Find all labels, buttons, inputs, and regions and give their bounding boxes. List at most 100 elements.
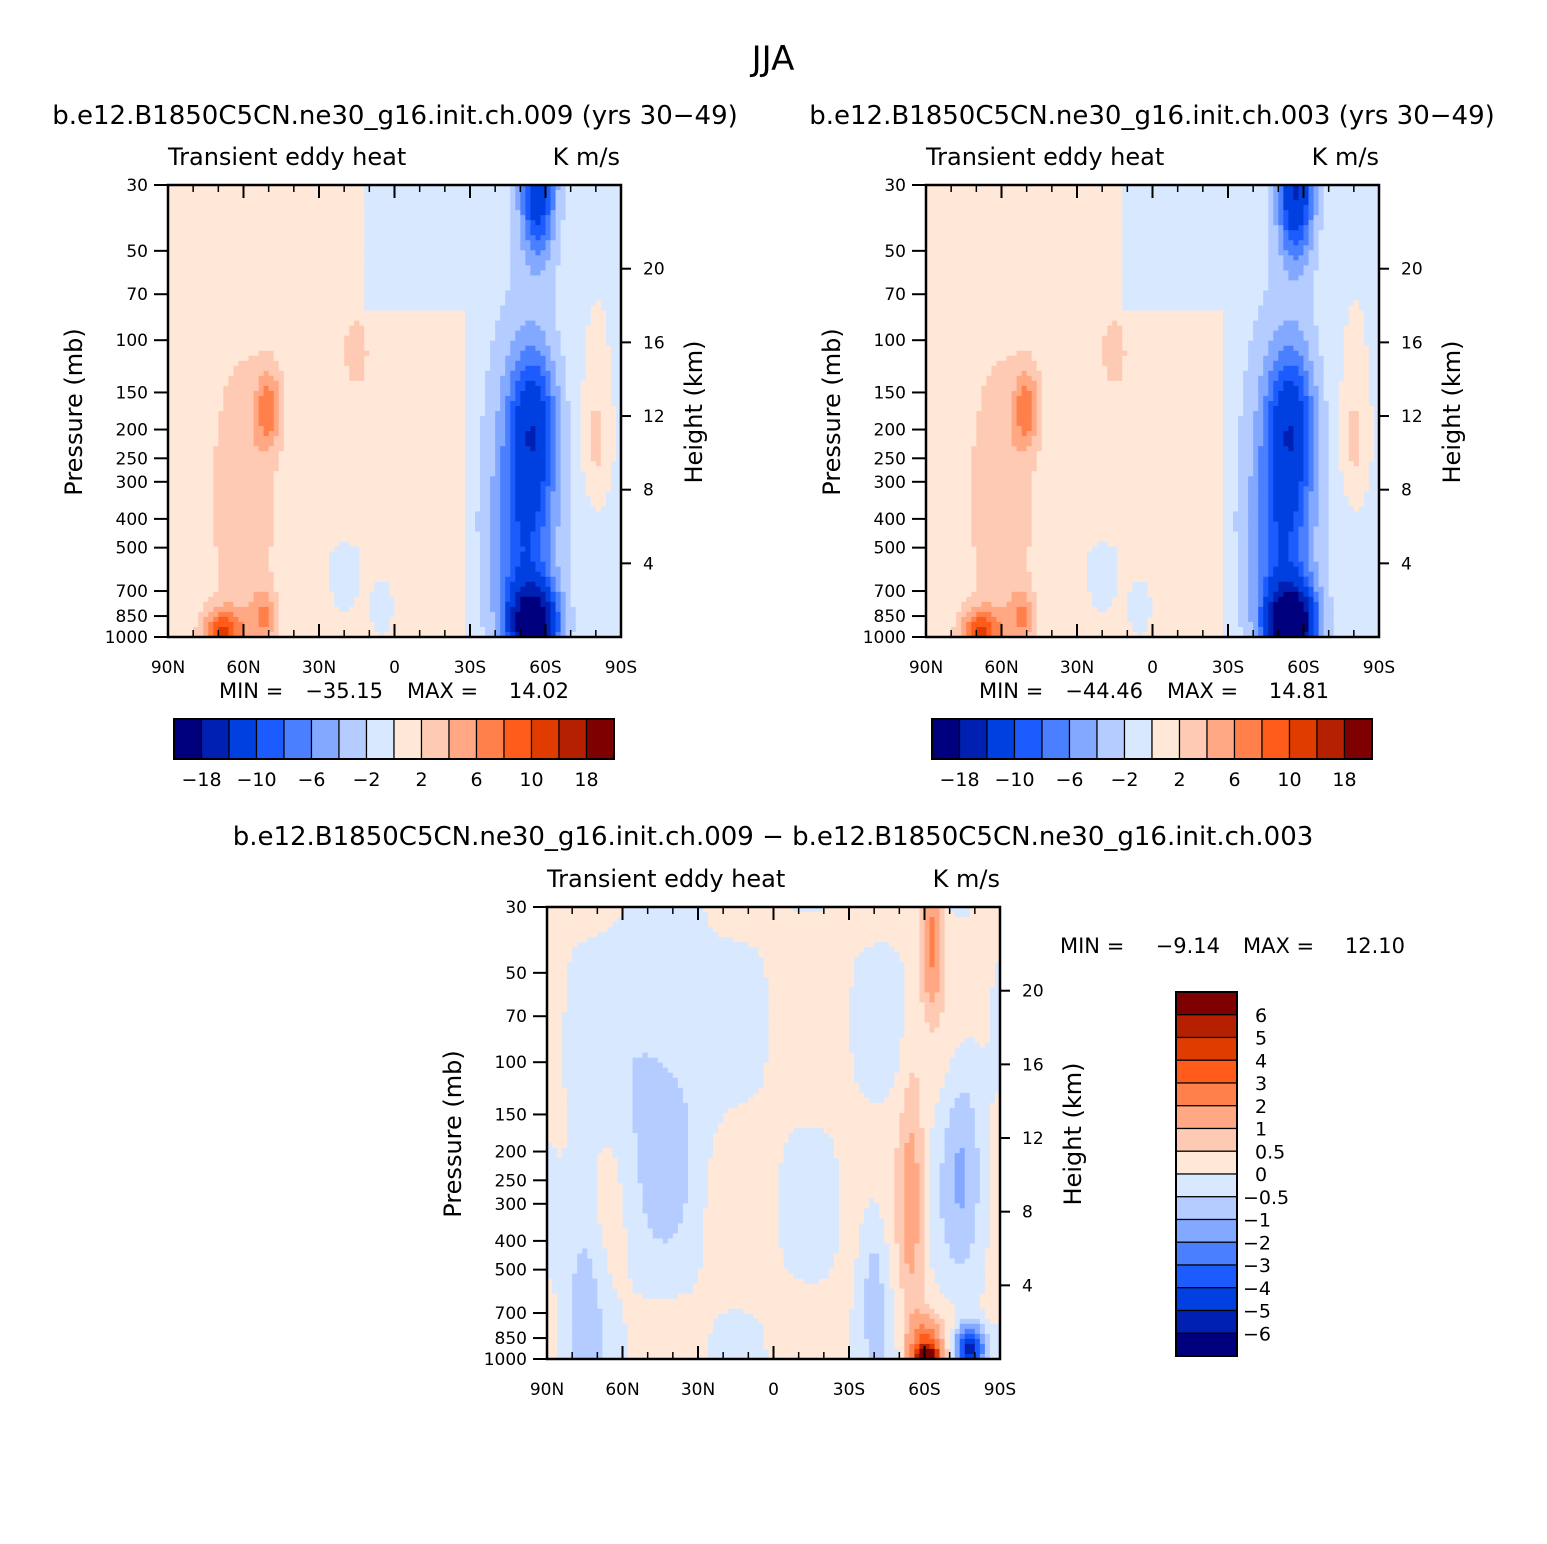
contour-cell [269, 577, 275, 583]
contour-cell [284, 572, 290, 578]
contour-cell [269, 441, 275, 447]
contour-cell [244, 532, 250, 538]
contour-cell [228, 552, 234, 558]
contour-cell [415, 577, 421, 583]
contour-cell [178, 607, 184, 613]
contour-cell [223, 486, 229, 492]
contour-cell [334, 486, 340, 492]
contour-cell [435, 356, 441, 362]
contour-cell [329, 582, 335, 588]
contour-cell [329, 431, 335, 437]
contour-cell [440, 396, 446, 402]
contour-cell [384, 215, 390, 221]
contour-cell [379, 371, 385, 377]
contour-cell [218, 270, 224, 276]
contour-cell [374, 321, 380, 327]
contour-cell [279, 326, 285, 332]
contour-cell [440, 451, 446, 457]
contour-cell [349, 466, 355, 472]
contour-cell [193, 331, 199, 337]
contour-cell [405, 471, 411, 477]
panel-ch009: b.e12.B1850C5CN.ne30_g16.init.ch.009 (yr… [52, 101, 738, 791]
contour-cell [339, 411, 345, 417]
contour-cell [374, 506, 380, 512]
contour-cell [334, 260, 340, 266]
contour-cell [218, 552, 224, 558]
contour-cell [284, 240, 290, 246]
contour-cell [178, 587, 184, 593]
contour-cell [203, 416, 209, 422]
contour-cell [384, 381, 390, 387]
contour-cell [208, 431, 214, 437]
contour-cell [188, 215, 194, 221]
contour-cell [223, 351, 229, 357]
panel-ch009-left-label: Transient eddy heat [167, 143, 406, 171]
contour-cell [389, 592, 395, 598]
contour-cell [178, 537, 184, 543]
contour-cell [344, 220, 350, 226]
contour-cell [410, 311, 416, 317]
contour-cell [173, 366, 179, 372]
contour-cell [238, 577, 244, 583]
contour-cell [183, 386, 189, 392]
contour-cell [359, 205, 365, 211]
contour-cell [364, 491, 370, 497]
contour-cell [405, 431, 411, 437]
contour-cell [354, 532, 360, 538]
contour-cell [249, 351, 255, 357]
contour-cell [405, 336, 411, 342]
contour-cell [445, 225, 451, 231]
contour-cell [319, 471, 325, 477]
contour-cell [213, 622, 219, 628]
contour-cell [264, 265, 270, 271]
contour-cell [344, 496, 350, 502]
contour-cell [254, 391, 260, 397]
contour-cell [223, 356, 229, 362]
contour-cell [259, 396, 265, 402]
contour-cell [203, 225, 209, 231]
contour-cell [178, 366, 184, 372]
contour-cell [249, 426, 255, 432]
contour-cell [188, 456, 194, 462]
contour-cell [223, 391, 229, 397]
contour-cell [198, 511, 204, 517]
contour-cell [259, 471, 265, 477]
contour-cell [269, 547, 275, 553]
contour-cell [445, 205, 451, 211]
contour-cell [233, 431, 239, 437]
contour-cell [389, 496, 395, 502]
contour-cell [264, 391, 270, 397]
contour-cell [400, 260, 406, 266]
contour-cell [389, 401, 395, 407]
contour-cell [259, 577, 265, 583]
contour-cell [198, 341, 204, 347]
contour-cell [329, 391, 335, 397]
contour-cell [344, 285, 350, 291]
contour-cell [389, 426, 395, 432]
contour-cell [228, 486, 234, 492]
contour-cell [425, 491, 431, 497]
contour-cell [359, 285, 365, 291]
contour-cell [188, 290, 194, 296]
contour-cell [294, 401, 300, 407]
contour-cell [233, 441, 239, 447]
contour-cell [440, 341, 446, 347]
contour-cell [279, 225, 285, 231]
contour-cell [259, 316, 265, 322]
contour-cell [430, 240, 436, 246]
contour-cell [405, 200, 411, 206]
contour-cell [435, 602, 441, 608]
contour-cell [264, 416, 270, 422]
contour-cell [238, 496, 244, 502]
contour-cell [329, 411, 335, 417]
contour-cell [269, 285, 275, 291]
contour-cell [339, 466, 345, 472]
contour-cell [379, 476, 385, 482]
contour-cell [359, 260, 365, 266]
contour-cell [334, 290, 340, 296]
contour-cell [364, 527, 370, 533]
contour-cell [294, 210, 300, 216]
contour-cell [329, 552, 335, 558]
contour-cell [238, 306, 244, 312]
contour-cell [279, 280, 285, 286]
